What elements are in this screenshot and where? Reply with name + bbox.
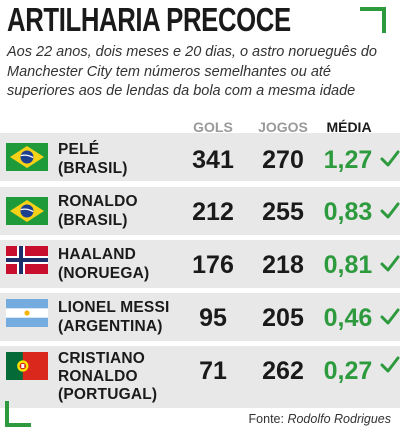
media-value: 0,27 <box>323 357 373 385</box>
row-background <box>0 346 400 408</box>
brazil-flag-icon <box>6 143 48 171</box>
player-row-ronaldo: RONALDO (BRASIL) 212 255 0,83 <box>0 187 400 239</box>
checkmark-icon <box>380 308 400 325</box>
jogos-value: 255 <box>262 198 304 226</box>
player-name-line2: (BRASIL) <box>58 212 128 229</box>
jogos-value: 205 <box>262 304 304 332</box>
checkmark-icon <box>380 202 400 219</box>
checkmark-icon <box>380 356 400 373</box>
player-name-line2: RONALDO <box>58 368 138 385</box>
subtitle: Aos 22 anos, dois meses e 20 dias, o ast… <box>7 44 377 99</box>
player-name-line2: (NORUEGA) <box>58 265 150 282</box>
jogos-value: 262 <box>262 357 304 385</box>
row-background <box>0 240 400 288</box>
media-value: 1,27 <box>323 146 373 174</box>
player-row-cristiano-ronaldo: CRISTIANO RONALDO (PORTUGAL) 71 262 0,27 <box>0 346 400 408</box>
media-value: 0,46 <box>323 304 373 332</box>
gols-value: 341 <box>192 146 234 174</box>
player-name-line2: (BRASIL) <box>58 160 128 177</box>
media-value: 0,83 <box>323 198 373 226</box>
player-row-pele: PELÉ (BRASIL) 341 270 1,27 <box>0 133 400 185</box>
player-row-haaland: HAALAND (NORUEGA) 176 218 0,81 <box>0 240 400 292</box>
row-background <box>0 293 400 341</box>
page-title: ARTILHARIA PRECOCE <box>7 1 291 38</box>
checkmark-icon <box>380 255 400 272</box>
header-media: MÉDIA <box>326 119 372 135</box>
norway-flag-icon <box>6 246 48 274</box>
player-name-line1: RONALDO <box>58 193 138 210</box>
source-author: Rodolfo Rodrigues <box>287 412 391 426</box>
player-name-line1: CRISTIANO <box>58 350 146 367</box>
gols-value: 176 <box>192 251 234 279</box>
player-name-line1: LIONEL MESSI <box>58 299 170 316</box>
player-name-line3: (PORTUGAL) <box>58 386 158 403</box>
corner-bracket-bottom-left <box>5 401 31 427</box>
player-name-line2: (ARGENTINA) <box>58 318 163 335</box>
media-value: 0,81 <box>323 251 373 279</box>
header-gols: GOLS <box>193 119 233 135</box>
player-name-line1: PELÉ <box>58 141 100 158</box>
checkmark-icon <box>380 150 400 167</box>
brazil-flag-icon <box>6 197 48 225</box>
jogos-value: 218 <box>262 251 304 279</box>
gols-value: 212 <box>192 198 234 226</box>
source-label: Fonte: <box>248 412 284 426</box>
header-jogos: JOGOS <box>258 119 308 135</box>
gols-value: 95 <box>199 304 227 332</box>
player-row-messi: LIONEL MESSI (ARGENTINA) 95 205 0,46 <box>0 293 400 345</box>
source-credit: Fonte: Rodolfo Rodrigues <box>249 412 391 426</box>
portugal-flag-icon <box>6 352 48 380</box>
argentina-flag-icon <box>6 299 48 327</box>
row-background <box>0 187 400 235</box>
gols-value: 71 <box>199 357 227 385</box>
player-name-line1: HAALAND <box>58 246 137 263</box>
corner-bracket-top-right <box>360 7 386 33</box>
row-background <box>0 133 400 181</box>
jogos-value: 270 <box>262 146 304 174</box>
